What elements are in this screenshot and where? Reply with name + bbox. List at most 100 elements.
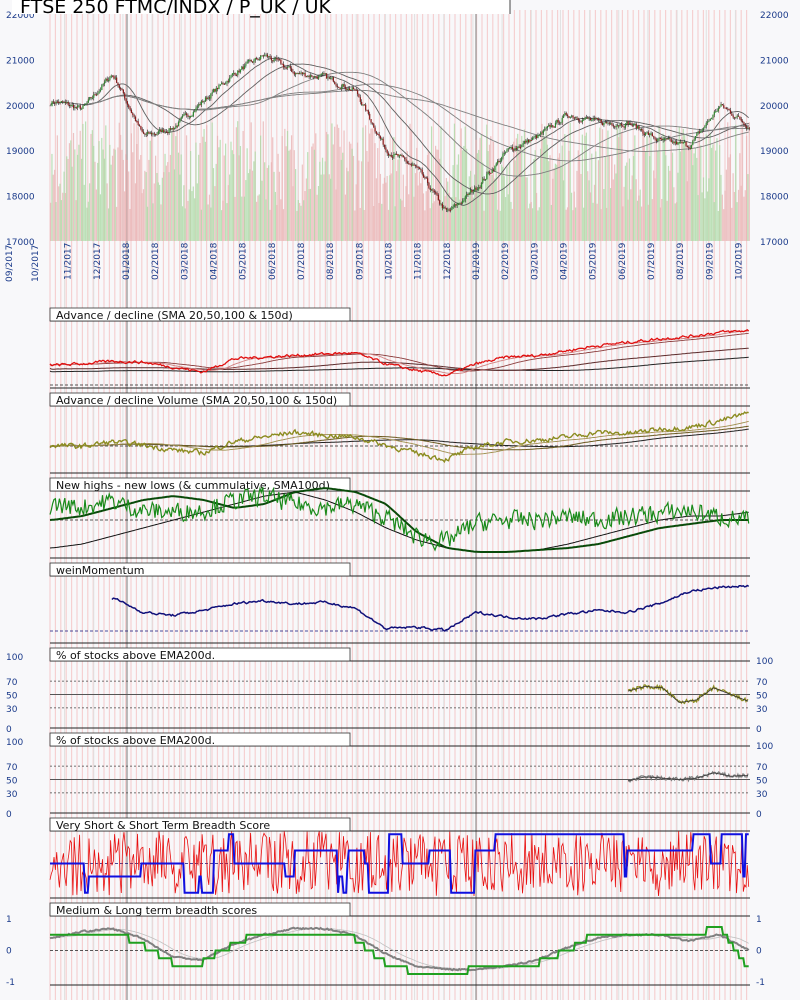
candle-body [557, 119, 559, 123]
candle-body [126, 101, 129, 105]
volume-bar [600, 209, 602, 241]
volume-bar [313, 149, 316, 241]
volume-bar [187, 200, 189, 241]
volume-bar [115, 206, 118, 241]
candle-body [509, 147, 511, 149]
volume-bar [367, 161, 369, 241]
volume-bar [686, 181, 688, 241]
price-xtick: 05/2019 [589, 242, 599, 280]
candle-body [54, 102, 56, 104]
volume-bar [348, 141, 351, 241]
candle-body [130, 109, 133, 114]
volume-bar [227, 185, 229, 241]
candle-body [460, 202, 462, 204]
candle-body [381, 138, 383, 140]
candle-body [285, 67, 287, 69]
candle-body [321, 73, 324, 75]
volume-bar [741, 125, 744, 241]
candle-body [278, 59, 281, 61]
volume-bar [102, 149, 104, 241]
candle-body [558, 122, 561, 124]
volume-bar [588, 180, 590, 241]
candle-body [636, 125, 639, 129]
volume-bar [595, 151, 597, 241]
volume-bar [382, 183, 384, 241]
volume-bar [241, 196, 243, 241]
candle-body [249, 59, 251, 61]
candle-body [549, 124, 551, 128]
candle-body [94, 94, 96, 96]
volume-bar [223, 155, 225, 241]
volume-bar [391, 138, 394, 241]
volume-bar [710, 147, 713, 241]
volume-bar [744, 190, 746, 241]
volume-bar [125, 154, 127, 241]
volume-bar [463, 145, 465, 241]
candle-body [258, 59, 260, 61]
candle-body [700, 130, 702, 133]
pct-ytick-left: 50 [6, 692, 18, 702]
volume-bar [708, 178, 710, 241]
volume-bar [195, 142, 197, 241]
candle-body [667, 138, 670, 140]
candle-body [475, 187, 477, 190]
volume-bar [611, 155, 613, 241]
volume-bar [658, 125, 660, 241]
volume-bar [553, 168, 555, 241]
candle-body [67, 102, 69, 105]
volume-bar [67, 158, 69, 241]
price-sma-200 [49, 89, 749, 152]
candle-body [507, 148, 509, 150]
volume-bar [375, 178, 377, 241]
candle-body [744, 124, 746, 127]
candle-body [717, 107, 719, 112]
candle-body [546, 126, 549, 129]
candle-body [515, 148, 518, 150]
volume-bar [128, 171, 130, 241]
candle-body [642, 130, 644, 134]
volume-bar [443, 189, 445, 241]
volume-bar [646, 135, 648, 241]
candle-body [670, 139, 672, 143]
candle-body [87, 99, 89, 103]
candle-body [569, 116, 571, 118]
candle-body [649, 133, 651, 135]
volume-bar [460, 128, 462, 241]
volume-bar [717, 210, 719, 241]
volume-bar [51, 153, 53, 241]
candle-body [398, 155, 400, 157]
candle-body [417, 166, 419, 168]
price-xtick: 12/2017 [93, 243, 103, 280]
volume-bar [335, 189, 337, 241]
candle-body [70, 105, 72, 107]
candle-body [673, 141, 675, 144]
volume-bar [556, 164, 558, 241]
volume-bar [464, 126, 466, 241]
volume-bar [424, 210, 426, 241]
panel-label-box [49, 477, 351, 492]
volume-bar [371, 128, 373, 241]
candle-body [202, 101, 204, 103]
volume-bar [487, 151, 489, 241]
volume-bar [107, 208, 110, 241]
volume-bar [505, 197, 507, 241]
candle-body [674, 141, 676, 144]
volume-bar [626, 162, 628, 241]
volume-bar [301, 164, 303, 241]
candle-body [496, 160, 499, 164]
candle-body [409, 163, 411, 165]
volume-bar [705, 134, 707, 241]
candle-body [747, 127, 749, 129]
volume-bar [255, 201, 258, 241]
volume-bar [229, 174, 231, 241]
candle-body [733, 117, 736, 119]
volume-bar [579, 155, 581, 241]
volume-bar [499, 210, 501, 241]
candle-body [293, 72, 295, 75]
candle-body [68, 104, 71, 107]
candle-body [316, 76, 318, 79]
volume-bar [560, 165, 562, 241]
candle-body [440, 203, 442, 205]
volume-bar [735, 124, 737, 241]
